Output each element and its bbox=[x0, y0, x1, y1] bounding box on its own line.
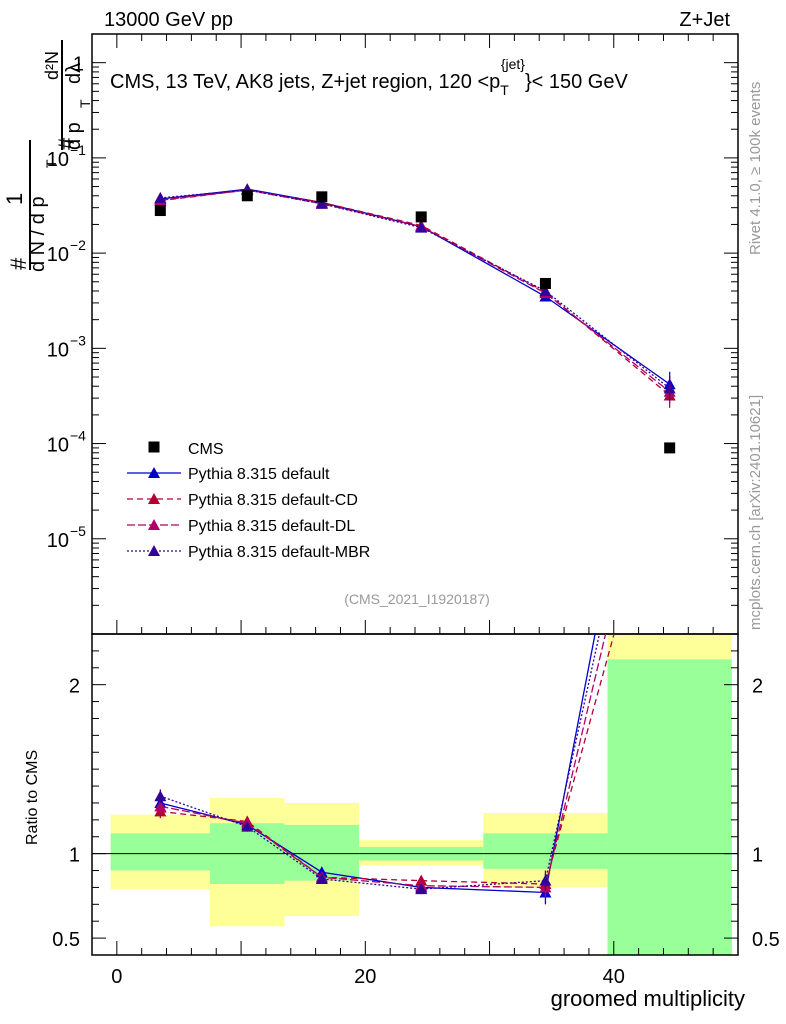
ylabel-hash-1: # bbox=[6, 257, 31, 270]
ratio-ylabel: Ratio to CMS bbox=[24, 750, 41, 845]
ratio-tick-label-1: 1 bbox=[69, 845, 80, 867]
legend-label-mbr: Pythia 8.315 default-MBR bbox=[188, 544, 370, 561]
data-point-2 bbox=[316, 191, 328, 203]
ratio-marker-mbr-0 bbox=[154, 790, 167, 802]
ratio-line-dl bbox=[160, 634, 607, 889]
ylabel-den: d N / d p bbox=[27, 196, 49, 272]
data-point-4 bbox=[539, 277, 551, 289]
main-line-dl bbox=[160, 189, 671, 393]
plot-title-main: CMS, 13 TeV, AK8 jets, Z+jet region, 120… bbox=[110, 71, 500, 93]
ratio-marker-mbr-4 bbox=[539, 874, 552, 886]
ratio-tick-label-2: 2 bbox=[69, 676, 80, 698]
legend-marker-dl bbox=[148, 519, 160, 530]
y-tick-label-1: 10 bbox=[47, 149, 69, 171]
y-tick-exp-5: −5 bbox=[70, 523, 86, 539]
ratio-marker-mbr-1 bbox=[241, 820, 254, 832]
ratio-line-mbr bbox=[160, 634, 601, 890]
plot-title: CMS, 13 TeV, AK8 jets, Z+jet region, 120… bbox=[110, 56, 628, 98]
ratio-uncertainty-bands bbox=[110, 634, 732, 955]
y-tick-exp-4: −4 bbox=[70, 428, 86, 444]
ratio-tick-label-right-1: 1 bbox=[752, 845, 763, 867]
ylabel-dlambda: dλ bbox=[63, 63, 85, 84]
main-marker-mbr-2 bbox=[315, 197, 328, 209]
x-axis-label: groomed multiplicity bbox=[551, 986, 745, 1011]
ratio-marker-dl-5 bbox=[664, 358, 676, 369]
data-point-1 bbox=[241, 190, 253, 202]
main-line-mbr bbox=[160, 189, 671, 389]
main-plot-marks bbox=[154, 183, 676, 454]
data-point-5 bbox=[664, 442, 676, 454]
ratio-marker-dl-0 bbox=[154, 800, 167, 812]
main-line-default bbox=[160, 188, 671, 385]
data-point-0 bbox=[154, 205, 166, 217]
y-tick-label-0: 1 bbox=[73, 54, 84, 76]
plot-title-sub: T bbox=[500, 82, 509, 98]
ratio-marker-mbr-3 bbox=[415, 883, 428, 895]
header-process: Z+Jet bbox=[679, 9, 730, 31]
ratio-line-default bbox=[160, 634, 596, 894]
main-marker-mbr-4 bbox=[539, 285, 552, 297]
plot-title-end: }< 150 GeV bbox=[525, 71, 629, 93]
x-tick-label-0: 0 bbox=[111, 966, 122, 988]
ylabel-t-sub-1: T bbox=[43, 159, 59, 168]
main-marker-mbr-0 bbox=[154, 191, 167, 203]
y-tick-label-3: 10 bbox=[47, 339, 69, 361]
ratio-tick-label-right-0: 0.5 bbox=[752, 929, 780, 951]
stat-unc-band-5 bbox=[607, 659, 732, 955]
y-tick-label-5: 10 bbox=[47, 530, 69, 552]
stat-unc-band-4 bbox=[483, 833, 608, 869]
y-tick-exp-3: −3 bbox=[70, 332, 86, 348]
main-marker-mbr-3 bbox=[415, 221, 428, 233]
ratio-tick-label-0: 0.5 bbox=[52, 929, 80, 951]
ylabel-den2: d p bbox=[63, 122, 85, 150]
ratio-tick-label-right-2: 2 bbox=[752, 676, 763, 698]
legend-marker-mbr bbox=[148, 545, 160, 556]
legend-marker-cd bbox=[148, 493, 160, 504]
legend-label-dl: Pythia 8.315 default-DL bbox=[188, 518, 355, 535]
legend-label-default: Pythia 8.315 default bbox=[188, 466, 330, 483]
header-energy: 13000 GeV pp bbox=[104, 9, 233, 31]
mcplots-label: mcplots.cern.ch [arXiv:2401.10621] bbox=[747, 395, 764, 630]
ylabel-hash-2: # bbox=[54, 137, 79, 150]
data-point-3 bbox=[415, 211, 427, 223]
main-line-cd bbox=[160, 189, 671, 396]
rivet-version-label: Rivet 4.1.0, ≥ 100k events bbox=[747, 82, 764, 255]
ylabel-t-sub-2: T bbox=[77, 99, 93, 108]
ylabel-num: d²N bbox=[42, 51, 62, 80]
plot-title-sup: {jet} bbox=[501, 56, 525, 72]
ratio-marker-mbr-5 bbox=[664, 307, 676, 318]
ratio-marker-default-5 bbox=[664, 239, 676, 250]
x-tick-label-20: 20 bbox=[354, 966, 376, 988]
main-ylabel: # 1 d N / d p T # d²N d p T dλ bbox=[2, 40, 93, 272]
y-tick-label-2: 10 bbox=[47, 244, 69, 266]
y-tick-exp-1: −1 bbox=[70, 142, 86, 158]
x-tick-label-40: 40 bbox=[603, 966, 625, 988]
stat-unc-band-0 bbox=[110, 833, 211, 871]
ratio-marker-mbr-2 bbox=[315, 872, 328, 884]
legend-marker-cms bbox=[148, 441, 160, 453]
analysis-id: (CMS_2021_I1920187) bbox=[344, 591, 490, 607]
ratio-marker-cd-5 bbox=[664, 425, 676, 436]
legend-label-cms: CMS bbox=[188, 441, 224, 458]
ratio-plot-marks bbox=[154, 239, 676, 905]
legend: CMS Pythia 8.315 default Pythia 8.315 defa… bbox=[127, 441, 370, 561]
y-tick-exp-2: −2 bbox=[70, 237, 86, 253]
y-tick-label-4: 10 bbox=[47, 435, 69, 457]
ylabel-one: 1 bbox=[2, 193, 27, 205]
legend-label-cd: Pythia 8.315 default-CD bbox=[188, 492, 358, 509]
legend-marker-default bbox=[148, 467, 160, 478]
